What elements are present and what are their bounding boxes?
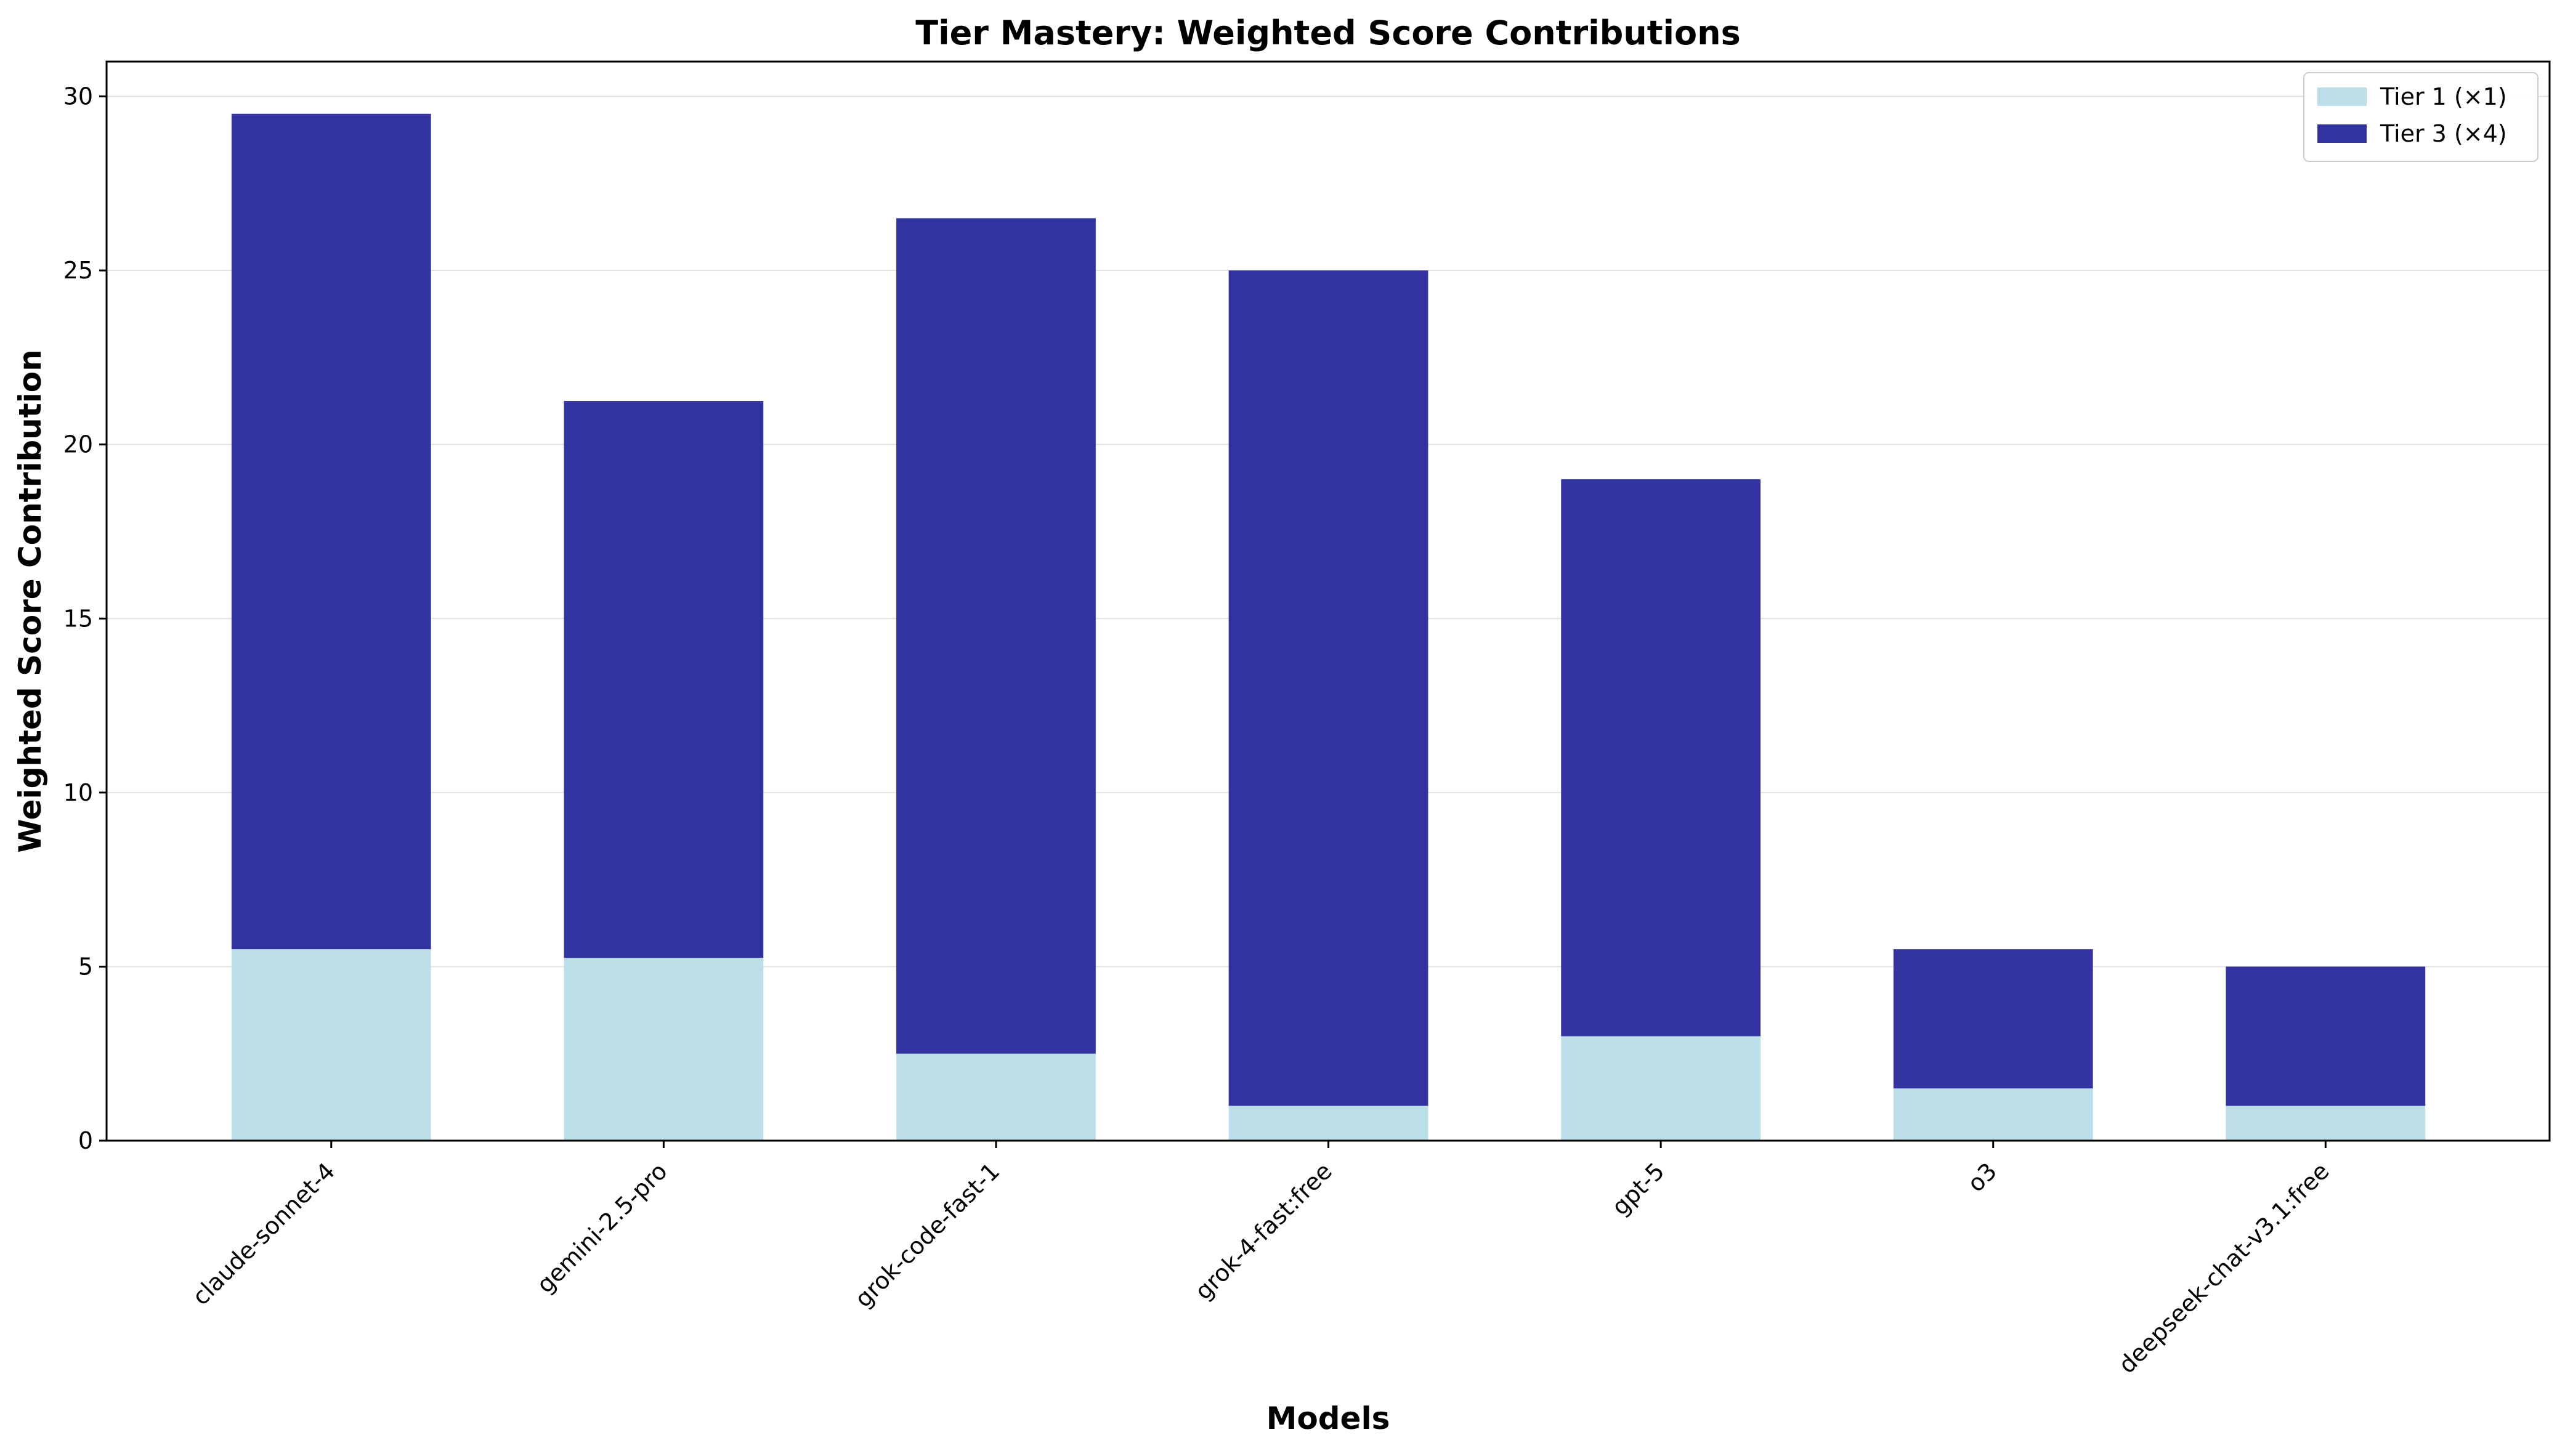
y-tick-label: 0: [78, 1127, 93, 1154]
y-tick-label: 30: [63, 83, 93, 110]
y-tick-label: 5: [78, 953, 93, 980]
bar-segment-tier-1: [564, 958, 764, 1141]
y-tick-label: 15: [63, 605, 93, 632]
legend-swatch: [2317, 124, 2367, 143]
chart-title: Tier Mastery: Weighted Score Contributio…: [915, 14, 1740, 52]
y-axis-label: Weighted Score Contribution: [12, 349, 48, 853]
legend-swatch: [2317, 87, 2367, 106]
y-tick-label: 10: [63, 779, 93, 806]
bars: [231, 113, 2426, 1141]
bar-segment-tier-3: [1228, 270, 1428, 1106]
legend: Tier 1 (×1) Tier 3 (×4): [2303, 72, 2539, 162]
bar-segment-tier-1: [1561, 1036, 1761, 1141]
bar-segment-tier-3: [231, 113, 431, 950]
bar-segment-tier-1: [1228, 1106, 1428, 1141]
bar-segment-tier-1: [896, 1053, 1096, 1141]
bar-segment-tier-3: [896, 218, 1096, 1054]
x-axis-label: Models: [1266, 1401, 1390, 1436]
bar-segment-tier-3: [2226, 966, 2426, 1106]
bar-segment-tier-1: [231, 949, 431, 1141]
legend-label: Tier 3 (×4): [2380, 120, 2507, 147]
bar-segment-tier-1: [1893, 1088, 2093, 1141]
bar-segment-tier-1: [2226, 1106, 2426, 1141]
bar-segment-tier-3: [1893, 949, 2093, 1089]
y-axis-ticks: 0 5 10 15 20 25 30: [63, 83, 107, 1154]
bar-segment-tier-3: [564, 401, 764, 958]
y-tick-label: 25: [63, 257, 93, 284]
legend-label: Tier 1 (×1): [2380, 83, 2507, 110]
y-tick-label: 20: [63, 431, 93, 458]
bar-segment-tier-3: [1561, 479, 1761, 1037]
